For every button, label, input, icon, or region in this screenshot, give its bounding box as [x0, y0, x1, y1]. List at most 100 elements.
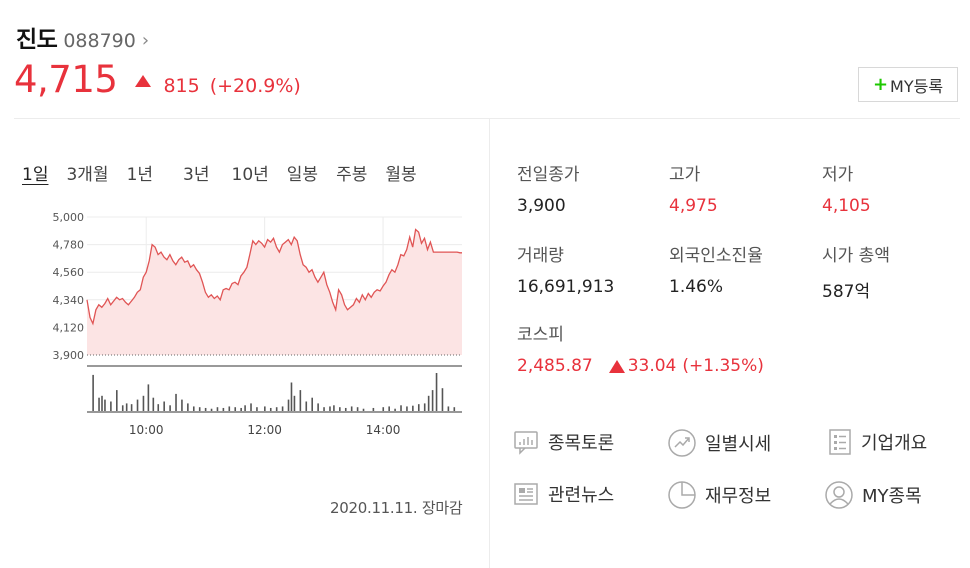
info-volume: 거래량 16,691,913 [517, 241, 667, 297]
link-company-overview[interactable]: 기업개요 [827, 428, 927, 456]
kospi-change: 33.04 [627, 356, 677, 376]
link-label: 일별시세 [705, 434, 772, 455]
y-tick-label: 4,340 [53, 294, 85, 307]
volume-bar [344, 407, 347, 411]
info-label: 외국인소진율 [669, 246, 763, 266]
chevron-right-icon[interactable]: › [141, 30, 150, 51]
volume-bar [423, 403, 426, 411]
tab-1y[interactable]: 1년 [126, 165, 154, 185]
info-label: 전일종가 [517, 165, 580, 185]
tab-weekly[interactable]: 주봉 [336, 165, 368, 185]
link-label: 재무정보 [705, 486, 772, 507]
volume-bar [305, 401, 308, 411]
volume-bar [275, 407, 278, 411]
volume-bar [104, 399, 106, 411]
volume-bar [98, 397, 100, 411]
volume-bar [412, 405, 414, 411]
info-value: 4,975 [669, 196, 718, 216]
price-area [87, 229, 462, 355]
volume-bar [192, 406, 195, 411]
volume-bar [362, 408, 365, 411]
volume-bar [264, 406, 266, 411]
link-label: 관련뉴스 [548, 485, 615, 506]
volume-bar [240, 407, 242, 411]
up-arrow-icon [135, 75, 152, 87]
stock-code: 088790 [63, 30, 136, 52]
trend-icon [668, 429, 696, 457]
info-value: 16,691,913 [517, 277, 615, 297]
info-foreign-ratio: 외국인소진율 1.46% [669, 241, 819, 297]
info-label: 거래량 [517, 246, 564, 266]
volume-bar [329, 406, 331, 411]
stock-name[interactable]: 진도 [16, 27, 58, 53]
volume-bar [228, 406, 231, 411]
link-discussion[interactable]: 종목토론 [512, 428, 614, 456]
my-register-label: MY등록 [890, 76, 944, 96]
link-my-stocks[interactable]: MY종목 [824, 480, 922, 510]
volume-bar [198, 407, 201, 411]
volume-bar [110, 401, 112, 411]
volume-bar [169, 405, 171, 411]
kospi-value: 2,485.87 [517, 356, 593, 376]
info-high: 고가 4,975 [669, 160, 819, 216]
volume-bar [269, 407, 272, 411]
chat-icon [514, 431, 538, 455]
x-tick-label: 12:00 [247, 423, 282, 437]
volume-bar [136, 399, 139, 411]
info-kospi[interactable]: 코스피 2,485.87 33.04 (+1.35%) [517, 320, 817, 376]
volume-bar [163, 401, 165, 411]
volume-bar [453, 407, 456, 411]
link-financials[interactable]: 재무정보 [667, 480, 771, 510]
tab-10y[interactable]: 10년 [231, 165, 269, 185]
volume-bar [447, 406, 450, 411]
volume-bar [244, 405, 246, 411]
volume-bar [130, 404, 133, 411]
volume-bar [234, 407, 237, 411]
volume-bar [142, 395, 145, 411]
price-line [86, 228, 462, 326]
volume-bar [216, 407, 219, 411]
info-label: 시가 총액 [822, 246, 890, 266]
link-daily-price[interactable]: 일별시세 [667, 428, 771, 458]
current-price: 4,715 [14, 58, 118, 101]
volume-bar [256, 407, 258, 411]
my-register-button[interactable]: + MY등록 [858, 67, 958, 102]
volume-bar [222, 407, 225, 411]
tab-1d[interactable]: 1일 [22, 165, 49, 185]
y-tick-label: 4,780 [53, 239, 85, 252]
volume-bar [250, 403, 252, 411]
tab-monthly[interactable]: 월봉 [385, 165, 417, 185]
kospi-value-row: 2,485.87 33.04 (+1.35%) [517, 356, 817, 376]
link-label: 종목토론 [548, 433, 615, 454]
person-icon [825, 481, 853, 509]
volume-bar [406, 406, 408, 411]
volume-bar [187, 403, 189, 411]
period-tabs: 1일 3개월 1년 3년 10년 일봉 주봉 월봉 [22, 160, 417, 185]
volume-bar [323, 407, 325, 411]
tab-daily[interactable]: 일봉 [286, 165, 319, 185]
link-related-news[interactable]: 관련뉴스 [512, 480, 614, 508]
tab-3m[interactable]: 3개월 [66, 165, 109, 185]
volume-bar [293, 395, 296, 411]
tab-3y[interactable]: 3년 [183, 165, 210, 185]
column-divider [489, 119, 490, 568]
stock-title-row[interactable]: 진도 088790 › [16, 20, 149, 54]
volume-bar [435, 373, 438, 411]
volume-bar [125, 403, 128, 411]
info-market-cap: 시가 총액 587억 [822, 241, 970, 302]
list-icon [829, 429, 851, 455]
volume-bar [210, 408, 213, 411]
pie-icon [668, 481, 696, 509]
y-tick-label: 4,120 [53, 321, 85, 334]
volume-bar [157, 404, 160, 411]
volume-bar [204, 407, 207, 411]
link-label: 기업개요 [861, 433, 928, 454]
volume-bar [147, 384, 150, 411]
volume-bar [372, 407, 375, 411]
x-tick-label: 14:00 [366, 423, 401, 437]
y-tick-label: 5,000 [53, 211, 85, 224]
link-label: MY종목 [862, 486, 922, 507]
volume-bar [175, 393, 177, 411]
volume-bar [382, 407, 385, 411]
volume-bar [281, 406, 284, 411]
